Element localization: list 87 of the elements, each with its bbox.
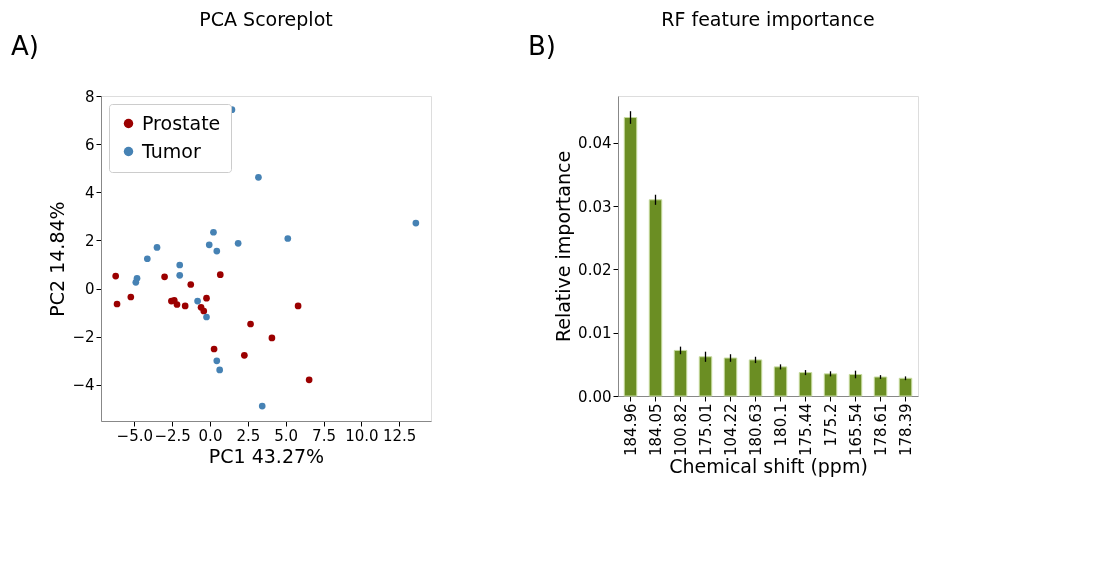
point	[247, 320, 254, 328]
text: B)	[528, 31, 556, 61]
x-tick-label: 104.22	[721, 403, 740, 456]
point	[258, 402, 266, 410]
bar	[673, 349, 688, 397]
y-tick-label: 0.01	[578, 324, 612, 343]
bar	[773, 366, 788, 397]
x-tick-label: 165.54	[846, 403, 865, 456]
y-axis-title: PC2 14.84%	[46, 201, 69, 317]
x-tick-label: 184.05	[646, 403, 665, 456]
bar	[823, 373, 838, 397]
x-tick-label: 175.44	[796, 403, 815, 456]
y-tick-label: 0.02	[578, 260, 612, 279]
point	[176, 272, 184, 279]
point	[173, 301, 181, 308]
point	[213, 247, 221, 255]
x-tick-label: 0.0	[198, 426, 223, 445]
point	[112, 272, 120, 280]
point	[210, 345, 218, 353]
point	[234, 239, 242, 247]
point	[127, 293, 135, 301]
y-axis-title: Relative importance	[552, 150, 575, 343]
bar	[698, 356, 713, 397]
x-tick-label: 178.61	[871, 403, 890, 456]
point	[187, 281, 195, 288]
point	[143, 255, 151, 263]
y-tick-label: −2	[72, 328, 95, 347]
x-axis-title: Chemical shift (ppm)	[669, 454, 868, 477]
bar	[798, 372, 813, 397]
point	[176, 261, 184, 269]
x-tick-label: 175.2	[821, 403, 840, 447]
bar	[648, 199, 663, 397]
point	[161, 273, 168, 281]
x-tick-label: 10.0	[345, 426, 379, 445]
x-tick-label: 12.5	[383, 426, 417, 445]
point	[412, 219, 420, 227]
y-tick-label: 8	[84, 87, 95, 106]
y-tick-label: 6	[84, 135, 95, 154]
text: A)	[11, 31, 39, 61]
point	[205, 241, 213, 249]
x-tick-label: 180.1	[771, 403, 790, 447]
y-tick-label: 4	[84, 183, 95, 202]
bar	[723, 357, 738, 397]
legend-label: Prostate	[142, 111, 221, 134]
point	[294, 302, 302, 310]
y-tick-label: 0.04	[578, 134, 612, 153]
point	[181, 302, 189, 310]
chart-title: PCA Scoreplot	[199, 8, 333, 30]
point	[200, 307, 208, 315]
y-tick-label: 0.00	[578, 387, 612, 406]
point	[213, 357, 221, 365]
y-tick-label: 2	[84, 231, 95, 250]
x-tick-label: 175.01	[696, 403, 715, 456]
bar	[898, 377, 913, 397]
point	[255, 174, 262, 181]
x-tick-label: −2.5	[154, 426, 191, 445]
y-tick-label: −4	[72, 376, 95, 395]
point	[203, 294, 210, 302]
point	[216, 271, 224, 278]
x-tick-label: 184.96	[621, 403, 640, 456]
point	[284, 235, 292, 242]
legend-label: Tumor	[141, 139, 201, 162]
point	[210, 228, 217, 236]
x-tick-label: 178.39	[896, 403, 915, 456]
x-axis-title: PC1 43.27%	[208, 444, 325, 467]
point	[194, 297, 201, 305]
x-tick-label: −5.0	[116, 426, 154, 445]
x-tick-label: 100.82	[671, 403, 690, 456]
bar	[623, 117, 638, 397]
x-tick-label: 5.0	[274, 426, 299, 445]
chart-title: RF feature importance	[661, 8, 875, 30]
x-tick-label: 2.5	[236, 426, 261, 445]
point	[203, 313, 210, 321]
point	[241, 351, 248, 359]
point	[153, 244, 161, 251]
bar	[873, 376, 888, 397]
bar	[748, 359, 763, 397]
point	[113, 300, 121, 308]
y-tick-label: 0	[84, 280, 95, 299]
x-tick-label: 180.63	[746, 403, 765, 456]
point	[268, 334, 276, 342]
point	[132, 278, 140, 286]
x-tick-label: 7.5	[312, 426, 336, 445]
point	[216, 366, 224, 374]
y-tick-label: 0.03	[578, 197, 612, 216]
point	[305, 376, 313, 384]
bar	[848, 373, 863, 397]
